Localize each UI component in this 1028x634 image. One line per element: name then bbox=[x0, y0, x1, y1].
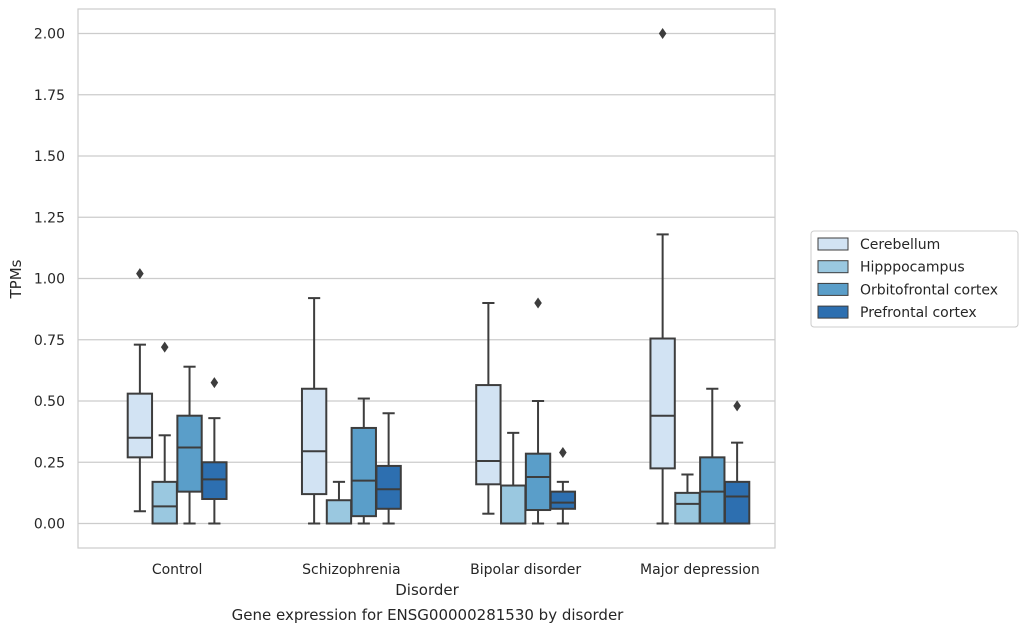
y-axis-title: TPMs bbox=[7, 259, 25, 299]
iqr-box bbox=[151, 480, 178, 525]
iqr-box bbox=[699, 456, 726, 525]
box-0-2 bbox=[475, 302, 502, 515]
outlier-point bbox=[160, 341, 169, 353]
outlier-point bbox=[534, 297, 542, 309]
y-tick-labels: 0.00 0.25 0.50 0.75 1.00 1.25 1.50 1.75 2.00 bbox=[34, 27, 65, 533]
box-groups bbox=[126, 28, 751, 525]
plot-area-frame bbox=[77, 8, 776, 549]
legend-label: Hipppocampus bbox=[860, 260, 965, 276]
y-tick-label: 0.50 bbox=[34, 394, 65, 410]
legend-swatch bbox=[817, 260, 849, 274]
legend-swatch bbox=[817, 237, 849, 251]
legend-frame bbox=[810, 230, 1019, 328]
legend-label: Orbitofrontal cortex bbox=[860, 282, 998, 298]
box-1-1 bbox=[325, 480, 353, 525]
box-2-3 bbox=[699, 387, 726, 525]
legend: Cerebellum Hipppocampus Orbitofrontal cort… bbox=[810, 230, 1019, 328]
x-tick-labels: Control Schizophrenia Bipolar disorder Majo… bbox=[152, 562, 760, 578]
box-0-3 bbox=[649, 28, 676, 525]
iqr-box bbox=[375, 464, 402, 510]
legend-swatch bbox=[817, 305, 849, 319]
iqr-box bbox=[549, 490, 577, 510]
box-3-2 bbox=[549, 446, 577, 525]
outlier-point bbox=[136, 268, 144, 280]
legend-label: Prefrontal cortex bbox=[860, 305, 977, 321]
box-2-0 bbox=[176, 365, 203, 525]
iqr-box bbox=[350, 426, 377, 518]
box-2-1 bbox=[350, 397, 377, 525]
outlier-point bbox=[210, 377, 219, 389]
iqr-box bbox=[126, 392, 154, 459]
x-tick-label: Bipolar disorder bbox=[470, 562, 581, 578]
iqr-box bbox=[176, 414, 203, 493]
outlier-point bbox=[559, 446, 567, 458]
x-tick-label: Major depression bbox=[640, 562, 760, 578]
outlier-point bbox=[733, 400, 741, 412]
y-tick-label: 2.00 bbox=[34, 27, 65, 43]
box-3-0 bbox=[201, 377, 228, 525]
iqr-box bbox=[674, 491, 701, 525]
box-1-3 bbox=[674, 473, 701, 525]
iqr-box bbox=[500, 484, 527, 525]
outlier-point bbox=[658, 28, 667, 39]
box-3-3 bbox=[723, 400, 751, 525]
box-2-2 bbox=[524, 297, 552, 525]
y-tick-label: 0.00 bbox=[34, 517, 65, 533]
iqr-box bbox=[475, 384, 502, 486]
box-0-0 bbox=[126, 268, 154, 513]
box-0-1 bbox=[300, 297, 328, 525]
box-3-1 bbox=[375, 412, 402, 525]
iqr-box bbox=[300, 387, 328, 496]
figure-caption: Gene expression for ENSG00000281530 by d… bbox=[231, 606, 624, 624]
y-tick-label: 0.75 bbox=[34, 333, 65, 349]
legend-label: Cerebellum bbox=[860, 237, 940, 253]
box-1-2 bbox=[500, 431, 527, 525]
x-axis-title: Disorder bbox=[395, 581, 459, 599]
x-tick-label: Control bbox=[152, 562, 203, 578]
legend-swatch bbox=[817, 282, 849, 296]
box-1-0 bbox=[151, 341, 178, 525]
iqr-box bbox=[201, 461, 228, 500]
y-tick-label: 1.00 bbox=[34, 272, 65, 288]
iqr-box bbox=[325, 499, 353, 525]
iqr-box bbox=[649, 337, 676, 470]
y-tick-label: 0.25 bbox=[34, 455, 65, 471]
y-tick-label: 1.50 bbox=[34, 149, 65, 165]
y-tick-label: 1.75 bbox=[34, 88, 65, 104]
y-tick-label: 1.25 bbox=[34, 210, 65, 226]
iqr-box bbox=[723, 480, 751, 525]
iqr-box bbox=[524, 452, 552, 512]
x-tick-label: Schizophrenia bbox=[302, 562, 400, 578]
